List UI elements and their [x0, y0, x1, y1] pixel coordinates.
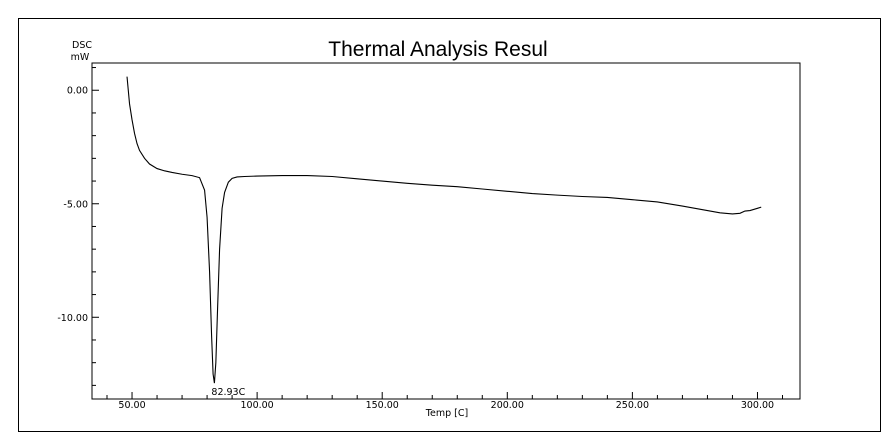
tick-group: 0.00 -5.00 -10.00 50.00 100.00 150.00 200.00 25…	[57, 67, 783, 411]
x-tick-label: 100.00	[240, 400, 273, 411]
chart-frame	[18, 18, 881, 432]
y-tick-label: -5.00	[63, 199, 88, 210]
y-axis-unit: mW	[71, 52, 90, 63]
y-axis-label: DSC	[72, 40, 92, 51]
x-tick-label: 50.00	[118, 400, 145, 411]
peak-annotation: 82.93C	[211, 387, 245, 398]
y-tick-label: -10.00	[57, 313, 88, 324]
plot-area	[91, 62, 801, 400]
x-axis-label: Temp [C]	[425, 408, 468, 419]
dsc-curve	[126, 76, 762, 384]
y-tick-label: 0.00	[67, 86, 88, 97]
x-tick-label: 300.00	[741, 400, 774, 411]
x-tick-label: 250.00	[616, 400, 649, 411]
x-tick-label: 150.00	[366, 400, 399, 411]
chart-title: Thermal Analysis Resul	[328, 38, 547, 61]
x-tick-label: 200.00	[491, 400, 524, 411]
